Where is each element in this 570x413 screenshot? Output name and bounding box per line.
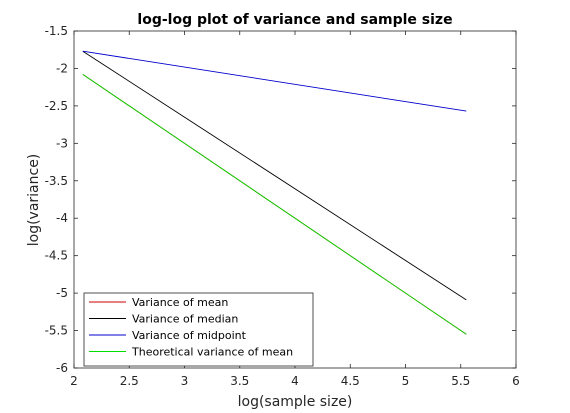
legend-label: Variance of midpoint: [132, 329, 247, 342]
series-line-3: [82, 50, 467, 112]
y-tick-label: -3: [56, 136, 68, 150]
y-tick-label: -2: [56, 61, 68, 75]
y-tick-label: -2.5: [45, 99, 68, 113]
legend-label: Theoretical variance of mean: [131, 346, 293, 359]
axis-ticks: 2 2.5 3 3.5 4 4.5 5 5.5 6 -1.5 -2 -2.5 -3 -3.5 -4 -4.5 -…: [45, 24, 520, 388]
series-lines: [82, 50, 467, 335]
x-tick-label: 2: [70, 374, 78, 388]
y-tick-label: -4: [56, 211, 68, 225]
y-axis-label: log(variance): [26, 154, 42, 247]
y-tick-label: -4.5: [45, 249, 68, 263]
x-tick-label: 4.5: [341, 374, 360, 388]
chart-title: log-log plot of variance and sample size: [137, 12, 452, 28]
x-tick-label: 5: [402, 374, 410, 388]
x-tick-label: 3.5: [230, 374, 249, 388]
x-tick-label: 3: [181, 374, 189, 388]
legend-label: Variance of median: [132, 313, 238, 326]
x-tick-label: 2.5: [120, 374, 139, 388]
legend: Variance of mean Variance of median Varian…: [83, 292, 314, 367]
x-tick-label: 6: [512, 374, 520, 388]
y-tick-label: -5: [56, 286, 68, 300]
series-line-2: [82, 50, 467, 301]
x-tick-label: 4: [291, 374, 299, 388]
x-tick-label: 5.5: [451, 374, 470, 388]
x-axis-label: log(sample size): [238, 394, 353, 410]
y-tick-label: -1.5: [45, 24, 68, 38]
legend-label: Variance of mean: [132, 296, 228, 309]
y-tick-label: -3.5: [45, 174, 68, 188]
y-tick-label: -6: [56, 361, 68, 375]
y-tick-label: -5.5: [45, 324, 68, 338]
series-line-4: [82, 74, 467, 335]
legend-box: [83, 292, 314, 367]
